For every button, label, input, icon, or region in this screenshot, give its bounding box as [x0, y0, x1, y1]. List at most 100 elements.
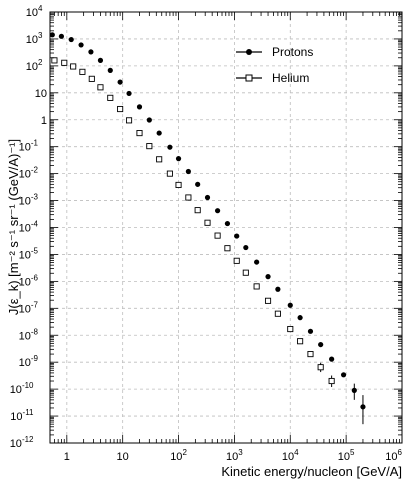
legend-protons-marker — [246, 49, 252, 55]
data-point-helium — [204, 219, 211, 226]
x-tick-label: 102 — [170, 448, 187, 463]
legend-helium-label: Helium — [272, 71, 309, 85]
x-tick-label: 103 — [226, 448, 243, 463]
data-point-protons — [351, 387, 357, 393]
data-point-protons — [117, 79, 123, 85]
data-point-helium — [224, 245, 231, 252]
data-point-helium — [242, 269, 249, 276]
data-point-helium — [253, 283, 260, 290]
data-point-protons — [126, 90, 132, 97]
data-point-protons — [307, 328, 314, 334]
data-point-helium — [117, 105, 124, 113]
data-point-helium — [264, 297, 272, 304]
legend-protons-label: Protons — [272, 45, 313, 59]
data-point-helium — [156, 156, 163, 163]
data-point-helium — [214, 232, 221, 239]
data-point-protons — [234, 233, 240, 239]
data-point-protons — [360, 404, 366, 410]
y-tick-label: 10-10 — [10, 381, 34, 396]
data-point-protons — [204, 194, 211, 201]
data-point-helium — [70, 63, 77, 70]
y-tick-label: 10-8 — [19, 327, 39, 342]
x-tick-label: 10 — [117, 451, 129, 463]
data-point-protons — [88, 49, 94, 55]
x-axis-label: Kinetic energy/nucleon [GeV/A] — [221, 464, 402, 479]
data-point-helium — [61, 59, 68, 66]
data-point-helium — [97, 84, 104, 91]
data-point-helium — [79, 68, 86, 75]
x-tick-label: 105 — [338, 448, 355, 463]
y-tick-label: 10-1 — [19, 139, 39, 154]
data-point-protons — [136, 104, 143, 110]
data-point-helium — [307, 351, 314, 358]
data-point-helium — [166, 170, 173, 177]
y-tick-label: 10-5 — [19, 246, 39, 261]
y-tick-label: 103 — [26, 31, 43, 46]
y-tick-label: 10-2 — [19, 166, 39, 181]
data-point-helium — [107, 94, 114, 101]
y-tick-label: 1 — [41, 115, 47, 127]
data-point-protons — [224, 220, 231, 227]
data-point-protons — [78, 42, 84, 48]
data-point-protons — [68, 36, 74, 43]
legend-helium-marker — [245, 74, 253, 82]
y-tick-label: 102 — [26, 58, 43, 73]
legend: Protons Helium — [236, 45, 313, 85]
data-point-protons — [329, 356, 335, 362]
legend-entry-helium: Helium — [236, 71, 309, 85]
data-point-protons — [254, 259, 260, 265]
y-tick-label: 10-9 — [19, 354, 39, 369]
data-point-helium — [88, 75, 95, 82]
data-point-protons — [146, 117, 152, 123]
y-tick-labels: 104 103 102 10 110-1 10-2 10-3 10-4 10-5 10-6 10-7… — [10, 4, 47, 450]
data-point-helium — [175, 181, 182, 188]
x-tick-label: 106 — [385, 448, 402, 463]
data-point-helium — [146, 143, 153, 150]
y-tick-label: 10-6 — [19, 273, 39, 288]
data-point-protons — [243, 244, 249, 251]
x-tick-label: 104 — [282, 448, 299, 463]
data-point-helium — [297, 338, 304, 345]
y-tick-label: 10-3 — [19, 193, 39, 208]
data-point-protons — [214, 208, 221, 214]
legend-entry-protons: Protons — [236, 45, 313, 59]
data-point-helium — [185, 194, 192, 201]
data-point-helium — [328, 377, 335, 385]
y-tick-label: 10 — [35, 88, 47, 100]
data-point-helium — [287, 325, 294, 333]
grid-lines — [50, 11, 403, 444]
data-points — [49, 32, 366, 425]
y-axis-label: J(ε_k) [m⁻² s⁻¹ sr⁻¹ (GeV/A)⁻¹] — [6, 139, 21, 315]
data-point-protons — [340, 372, 347, 378]
data-point-helium — [125, 117, 133, 124]
y-tick-label: 10-12 — [10, 435, 34, 450]
data-point-helium — [233, 257, 240, 264]
x-tick-labels: 1 10 102 103 104 105 106 — [64, 448, 403, 463]
data-point-protons — [297, 315, 303, 321]
data-point-protons — [287, 302, 293, 308]
data-point-helium — [274, 310, 281, 317]
data-point-helium — [317, 364, 324, 371]
data-point-protons — [195, 181, 201, 187]
x-tick-label: 1 — [64, 451, 70, 463]
data-point-helium — [194, 207, 201, 214]
y-tick-label: 10-7 — [19, 300, 39, 315]
y-tick-label: 10-4 — [19, 220, 39, 235]
data-point-protons — [318, 341, 324, 348]
axis-ticks — [49, 11, 403, 444]
y-tick-label: 10-11 — [10, 408, 34, 423]
data-point-protons — [265, 274, 271, 280]
data-point-protons — [185, 168, 191, 175]
data-point-helium — [51, 57, 58, 64]
data-point-protons — [167, 144, 173, 150]
data-point-protons — [175, 156, 182, 162]
data-point-protons — [107, 67, 113, 73]
data-point-protons — [156, 130, 162, 136]
y-tick-label: 104 — [26, 4, 43, 19]
data-point-helium — [136, 130, 143, 137]
data-point-protons — [275, 286, 281, 292]
data-point-protons — [58, 33, 65, 39]
data-point-protons — [49, 32, 55, 38]
data-point-protons — [97, 57, 104, 63]
